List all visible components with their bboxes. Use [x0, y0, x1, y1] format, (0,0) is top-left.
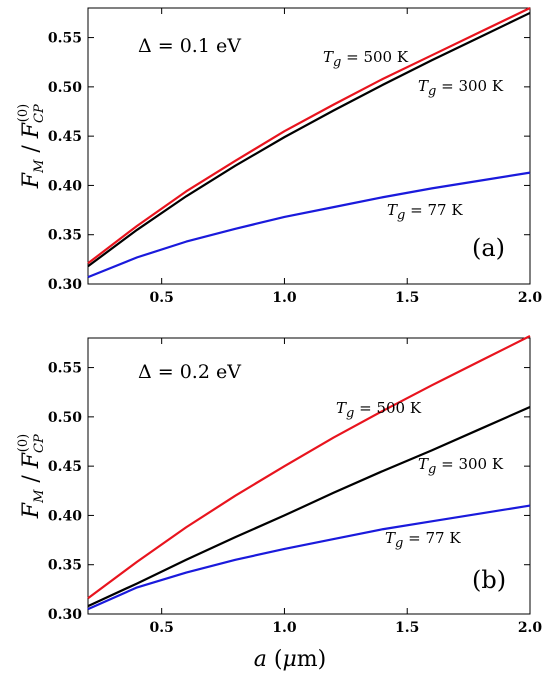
panel-b-x-tick-label-0: 0.5 [149, 620, 173, 636]
panel-a-frame [87, 7, 531, 285]
panel-a-series-line-300K [87, 11, 531, 268]
panel-a-series-line-500K [87, 7, 531, 265]
panel-b-frame [87, 337, 531, 615]
panel-b-series [87, 335, 531, 611]
panel-b-ylabel: FM / FCP(0) [16, 434, 47, 519]
panel-a: 0.5 1.0 1.5 2.0 0.30 0.35 0.40 0.45 0.50 0.55 Δ =… [16, 7, 543, 306]
panel-a-y-tick-label-0: 0.30 [48, 277, 82, 293]
panel-b-y-tick-label-2: 0.40 [48, 508, 82, 524]
panel-a-x-tick-label-3: 2.0 [518, 290, 543, 306]
panel-a-y-tick-label-1: 0.35 [48, 228, 82, 244]
panel-a-y-tick-label-4: 0.50 [48, 80, 82, 96]
panel-b-x-tick-label-1: 1.0 [272, 620, 297, 636]
panel-a-x-tick-label-2: 1.5 [395, 290, 419, 306]
panel-a-series-line-77K [87, 171, 531, 279]
panel-a-label-77: Tg = 77 K [387, 201, 463, 223]
panel-b-delta-annotation: Δ = 0.2 eV [138, 361, 241, 383]
x-axis-label: a (μm) [254, 647, 326, 672]
panel-a-label-500: Tg = 500 K [323, 48, 409, 70]
panel-b-axes: 0.5 1.0 1.5 2.0 0.30 0.35 0.40 0.45 0.50 0.55 [48, 338, 543, 636]
panel-b-y-tick-label-4: 0.50 [48, 410, 82, 426]
panel-a-delta-annotation: Δ = 0.1 eV [138, 35, 241, 57]
panel-a-ylabel: FM / FCP(0) [16, 104, 47, 189]
panel-b-y-tick-label-5: 0.55 [48, 361, 82, 377]
panel-a-series [87, 7, 531, 279]
panel-b-label-300: Tg = 300 K [418, 455, 504, 477]
panel-b: 0.5 1.0 1.5 2.0 0.30 0.35 0.40 0.45 0.50 0.55 Δ =… [16, 335, 543, 672]
panel-b-x-tick-label-3: 2.0 [518, 620, 543, 636]
panel-a-tag: (a) [472, 234, 505, 262]
panel-b-tag: (b) [472, 566, 506, 594]
panel-b-y-tick-label-0: 0.30 [48, 607, 82, 623]
panel-b-series-line-300K [87, 405, 531, 608]
panel-a-y-tick-label-3: 0.45 [48, 129, 82, 145]
panel-b-series-line-77K [87, 504, 531, 611]
panel-a-axes: 0.5 1.0 1.5 2.0 0.30 0.35 0.40 0.45 0.50 0.55 [48, 8, 543, 306]
panel-b-label-77: Tg = 77 K [385, 529, 461, 551]
panel-a-label-300: Tg = 300 K [418, 77, 504, 99]
panel-a-y-tick-label-2: 0.40 [48, 178, 82, 194]
panel-a-x-tick-label-1: 1.0 [272, 290, 297, 306]
panel-a-x-tick-label-0: 0.5 [149, 290, 173, 306]
panel-b-y-tick-label-3: 0.45 [48, 459, 82, 475]
panel-b-y-tick-label-1: 0.35 [48, 558, 82, 574]
panel-b-label-500: Tg = 500 K [336, 399, 422, 421]
panel-a-y-tick-label-5: 0.55 [48, 31, 82, 47]
panel-b-series-line-500K [87, 335, 531, 600]
panel-b-x-tick-label-2: 1.5 [395, 620, 419, 636]
